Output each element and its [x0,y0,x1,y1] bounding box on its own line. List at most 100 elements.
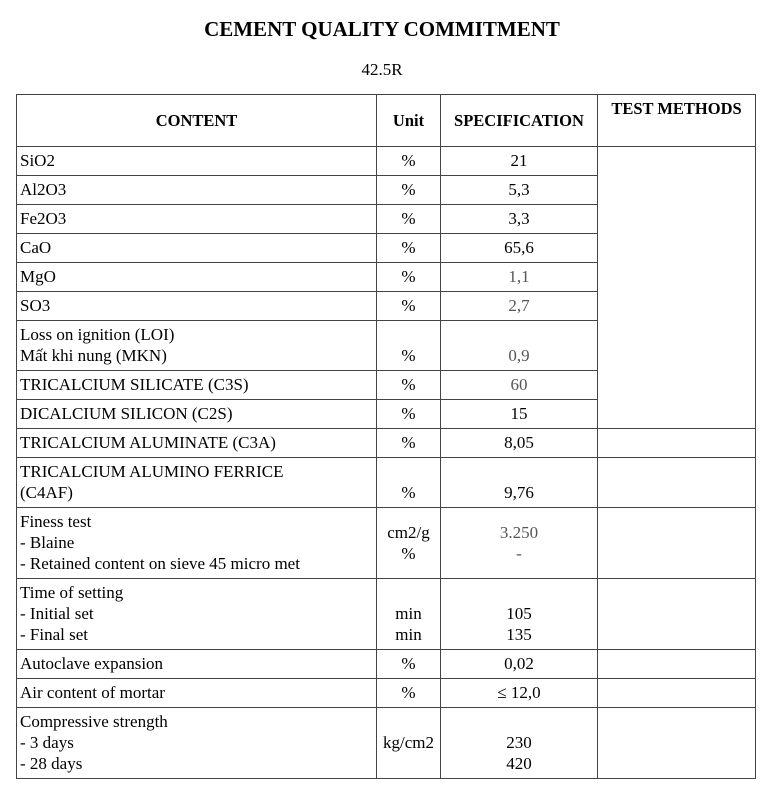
content-cell: MgO [16,262,377,292]
unit-cell-line: % [401,346,416,365]
specification-cell: 3.250- [440,507,598,579]
header-unit: Unit [376,94,441,147]
content-cell-line: SiO2 [20,151,55,170]
unit-cell: kg/cm2 [376,707,441,779]
content-cell-line: - Initial set [20,604,94,623]
table-row: Autoclave expansion% 0,02 [16,649,756,679]
content-cell-line: Finess test [20,512,92,531]
table-row: CaO% 65,6 [16,233,756,263]
unit-cell-line: % [401,433,416,452]
table-row: Air content of mortar% ≤ 12,0 [16,678,756,708]
header-content: CONTENT [16,94,377,147]
unit-cell-line: % [401,296,416,315]
unit-cell-line: min [395,625,422,644]
unit-cell: % [376,146,441,176]
table-row: TRICALCIUM ALUMINO FERRICE (C4AF)% 9,76 [16,457,756,508]
content-cell: Autoclave expansion [16,649,377,679]
content-cell: SiO2 [16,146,377,176]
table-row: Loss on ignition (LOI) Mất khi nung (MKN)… [16,320,756,371]
content-cell-line: DICALCIUM SILICON (C2S) [20,404,233,423]
specification-cell-line: - [516,543,522,563]
unit-cell-line: % [401,151,416,170]
test-methods-cell [597,707,756,779]
test-methods-cell [597,678,756,708]
test-methods-cell [597,578,756,650]
unit-cell-line: % [401,483,416,502]
specification-cell-line: 135 [506,625,532,644]
specification-cell-line: 105 [506,604,532,623]
unit-cell: % [376,291,441,321]
specification-cell-line: 60 [510,375,528,394]
content-cell-line: CaO [20,238,52,257]
unit-cell-line: % [401,543,416,563]
content-cell-line: - Retained content on sieve 45 micro met [20,554,300,573]
specification-cell: 8,05 [440,428,598,458]
content-cell: Finess test - Blaine - Retained content on… [16,507,377,579]
content-cell: Loss on ignition (LOI) Mất khi nung (MKN) [16,320,377,371]
specification-cell-line: 2,7 [508,296,530,315]
specification-cell-line [443,324,595,345]
specification-cell-line: 420 [506,754,532,773]
content-cell-line: Fe2O3 [20,209,67,228]
content-cell: CaO [16,233,377,263]
unit-cell: % [376,399,441,429]
specification-cell-line [443,461,595,482]
unit-cell-line: % [401,654,416,673]
table-row: DICALCIUM SILICON (C2S)% 15 [16,399,756,429]
unit-cell-line: % [401,375,416,394]
content-cell: Fe2O3 [16,204,377,234]
content-cell-line: SO3 [20,296,51,315]
content-cell-line: TRICALCIUM ALUMINO FERRICE [20,462,284,481]
table-row: Time of setting - Initial set - Final set m… [16,578,756,650]
content-cell: TRICALCIUM SILICATE (C3S) [16,370,377,400]
table-row: SiO2% 21 [16,146,756,429]
specification-cell: 0,02 [440,649,598,679]
table-row: TRICALCIUM SILICATE (C3S)% 60 [16,370,756,400]
content-cell: SO3 [16,291,377,321]
unit-cell: % [376,204,441,234]
specification-cell: 3,3 [440,204,598,234]
unit-cell-line [379,582,438,603]
content-cell-line: - Blaine [20,533,75,552]
unit-cell: % [376,649,441,679]
table-row: Finess test - Blaine - Retained content on… [16,507,756,579]
test-methods-cell [597,146,756,429]
specification-cell: 65,6 [440,233,598,263]
table-row: SO3% 2,7 [16,291,756,321]
specification-cell: 2,7 [440,291,598,321]
specification-cell-line: 3,3 [508,209,530,228]
table-row: TRICALCIUM ALUMINATE (C3A)% 8,05 [16,428,756,458]
table-row: Fe2O3% 3,3 [16,204,756,234]
specification-cell: 105 135 [440,578,598,650]
unit-cell: % [376,457,441,508]
content-cell-line: (C4AF) [20,483,73,502]
content-cell-line: TRICALCIUM SILICATE (C3S) [20,375,249,394]
specification-cell-line: 8,05 [504,433,534,452]
unit-cell-line: cm2/g [387,522,430,542]
content-cell-line: - 3 days [20,733,74,752]
specification-cell-line [443,711,595,732]
specification-cell-line: 65,6 [504,238,534,257]
specification-cell: 230 420 [440,707,598,779]
unit-cell: % [376,428,441,458]
specification-cell-line: 1,1 [508,267,530,286]
unit-cell: % [376,678,441,708]
unit-cell-line: % [401,267,416,286]
specification-cell: 5,3 [440,175,598,205]
content-cell-line: - Final set [20,625,88,644]
content-cell: Time of setting - Initial set - Final set [16,578,377,650]
unit-cell-line [379,753,438,774]
specification-cell: 60 [440,370,598,400]
unit-cell-line: % [401,209,416,228]
unit-cell-line: min [395,604,422,623]
content-cell-line: Loss on ignition (LOI) [20,325,175,344]
content-cell-line: Compressive strength [20,712,168,731]
test-methods-cell [597,428,756,458]
unit-cell: min min [376,578,441,650]
content-cell: TRICALCIUM ALUMINATE (C3A) [16,428,377,458]
specification-cell-line: 230 [506,733,532,752]
unit-cell-line: % [401,683,416,702]
unit-cell: % [376,320,441,371]
unit-cell-line [379,711,438,732]
specification-cell-line: 9,76 [504,483,534,502]
